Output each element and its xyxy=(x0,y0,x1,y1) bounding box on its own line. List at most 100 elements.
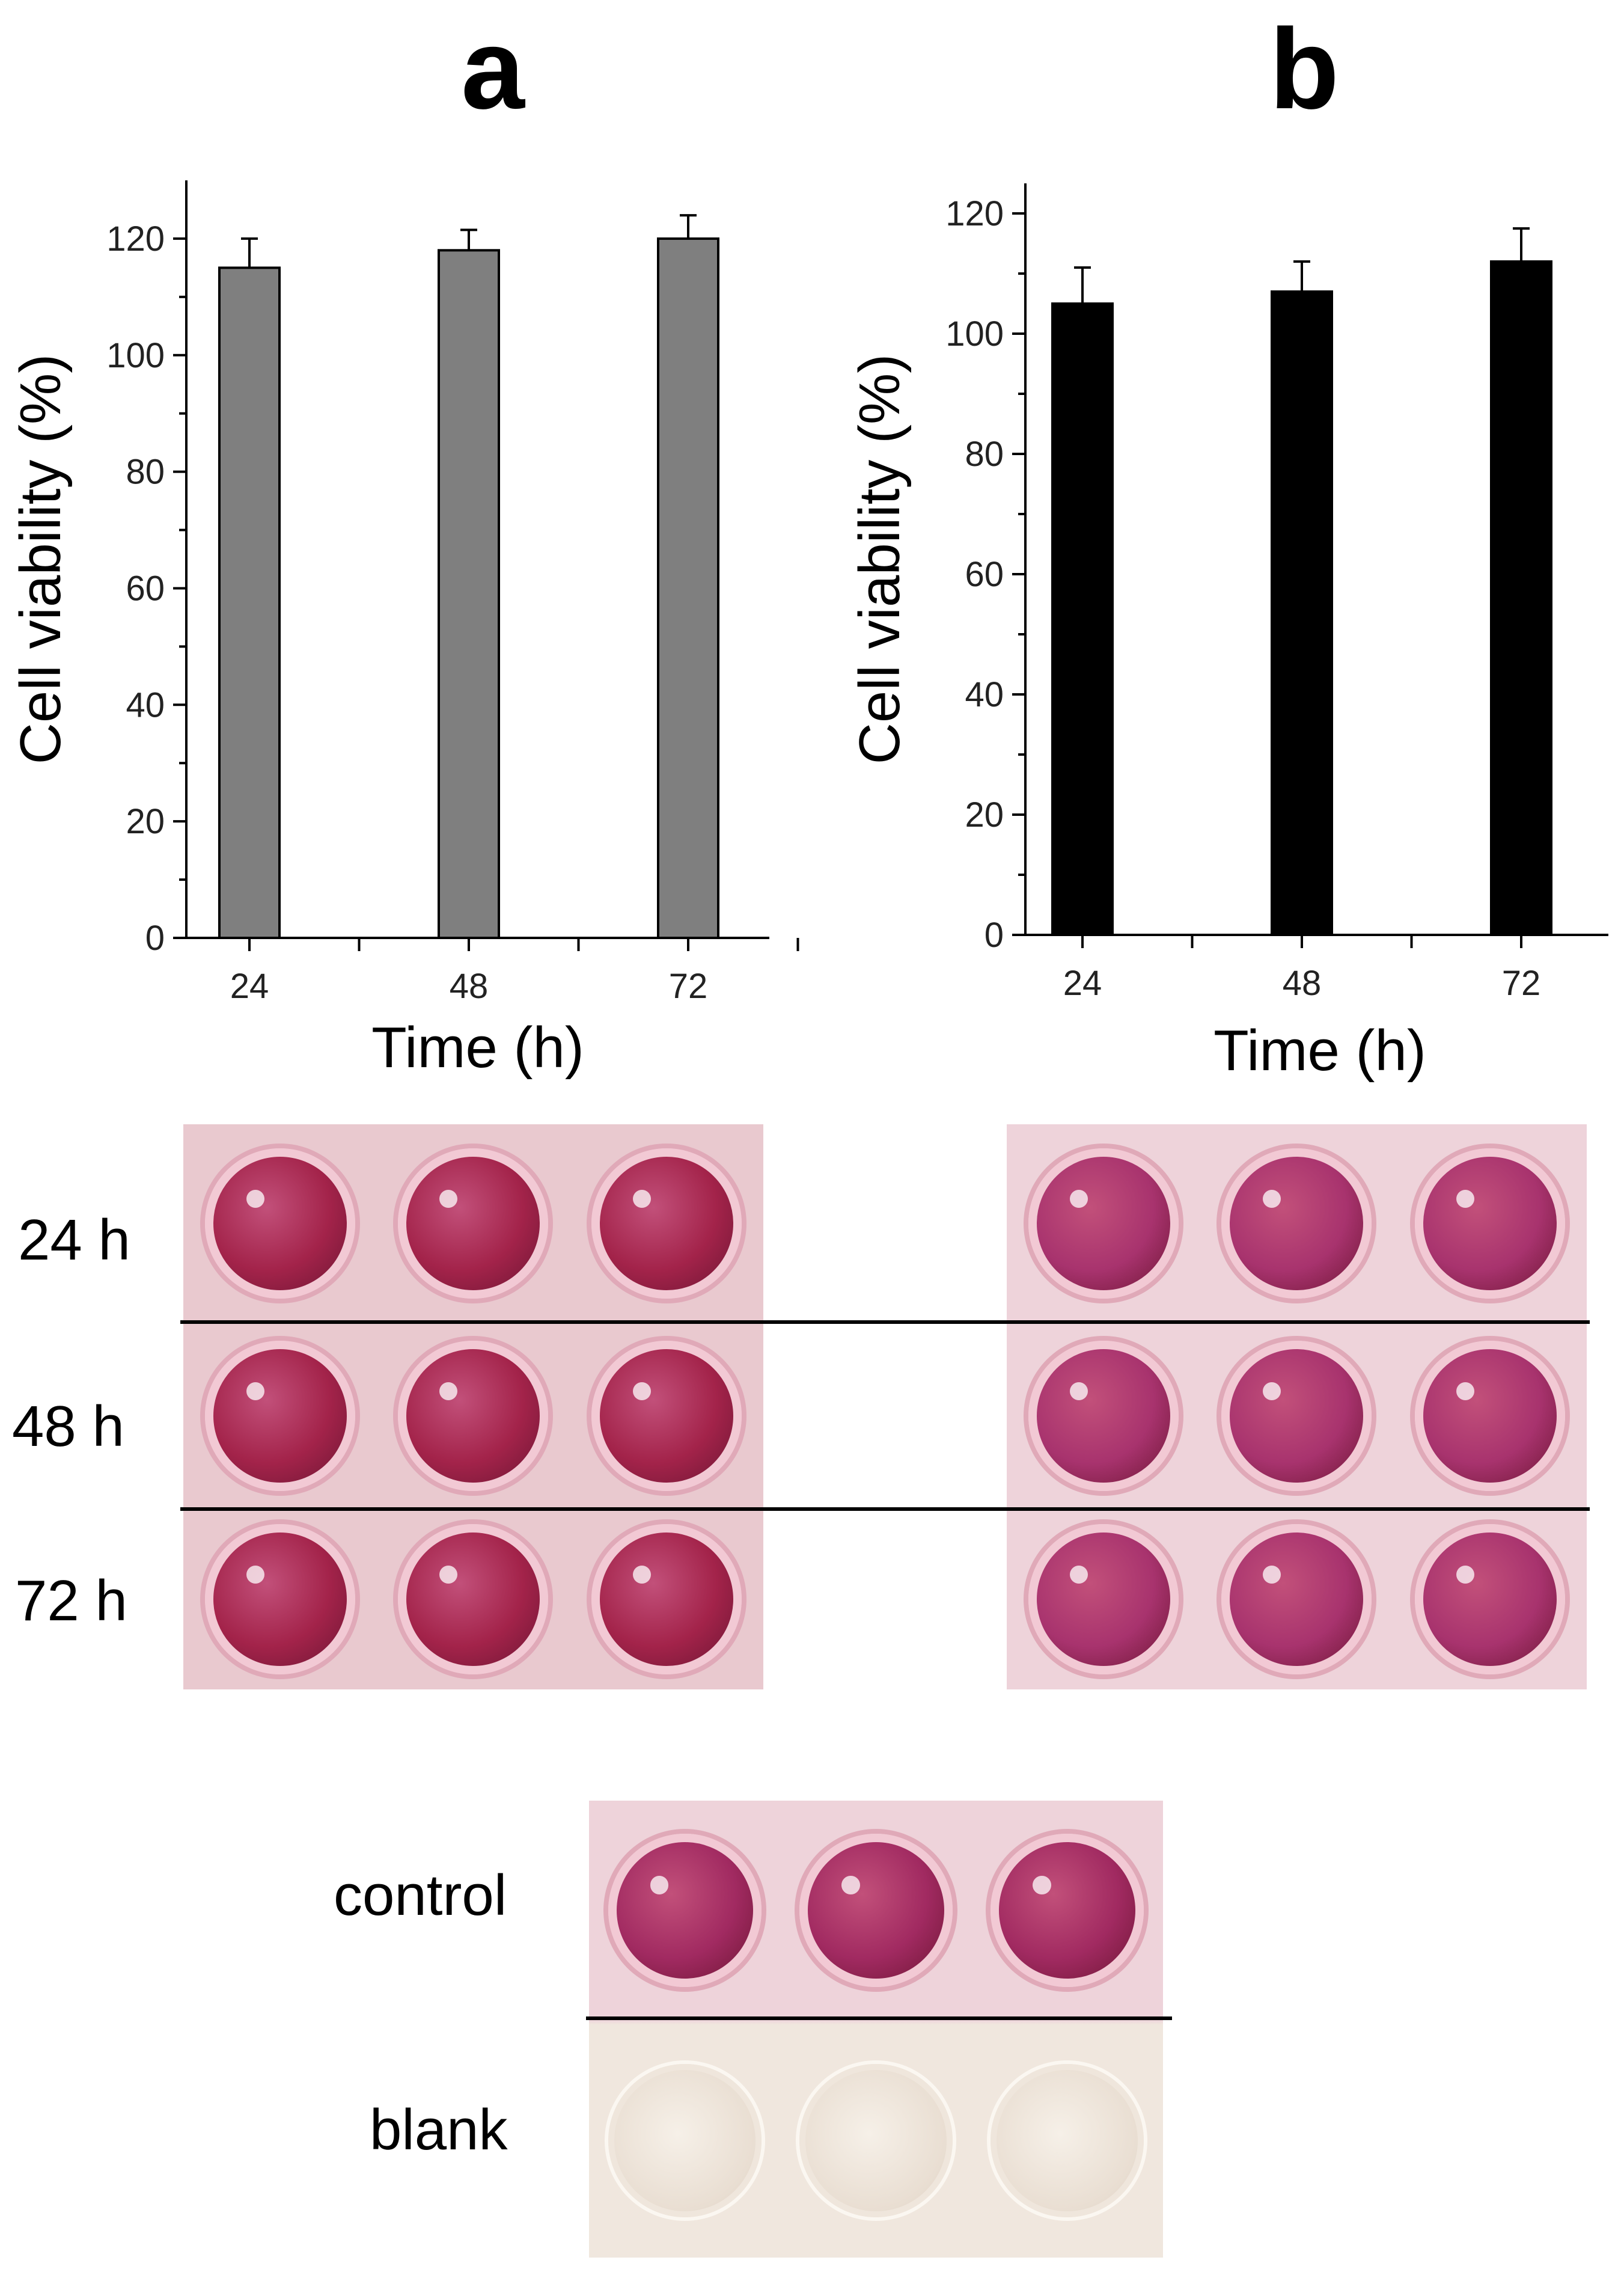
well xyxy=(1028,1524,1179,1674)
well-row-blank xyxy=(589,2023,1163,2258)
well-glint xyxy=(439,1566,458,1584)
divider-line xyxy=(180,1507,1590,1511)
well xyxy=(1221,1148,1372,1299)
well-plate-b xyxy=(1007,1124,1587,1689)
y-tick-label: 60 xyxy=(126,569,165,608)
well xyxy=(1221,1341,1372,1491)
panel-a-label: a xyxy=(461,5,525,133)
x-axis-title: Time (h) xyxy=(371,1015,584,1080)
well xyxy=(204,1148,355,1299)
x-tick-label: 24 xyxy=(230,967,269,1006)
well-glint xyxy=(439,1190,458,1208)
well-row-control xyxy=(589,1801,1163,2020)
well xyxy=(608,2063,762,2217)
well xyxy=(398,1524,549,1674)
y-axis-title: Cell viability (%) xyxy=(847,354,912,765)
x-ticks: 24 48 72 xyxy=(1063,935,1541,1003)
divider-line xyxy=(180,1320,1590,1324)
bars xyxy=(1051,227,1552,936)
y-tick-label: 100 xyxy=(106,336,165,375)
well xyxy=(799,2063,953,2217)
well-row-72h xyxy=(183,1509,763,1689)
well-glint xyxy=(1069,1566,1088,1584)
well-row-48h xyxy=(183,1323,763,1509)
well-row-24h xyxy=(1007,1124,1587,1323)
well xyxy=(1415,1524,1566,1674)
x-tick-label: 72 xyxy=(1502,964,1541,1003)
x-tick-label: 48 xyxy=(450,967,489,1006)
y-tick-label: 0 xyxy=(145,919,165,958)
control-label: control xyxy=(334,1863,507,1928)
chart-b: 0 20 40 60 80 100 120 24 48 72 Time (h) Cell via… xyxy=(847,183,1608,1083)
well-glint xyxy=(633,1190,652,1208)
y-tick-label: 40 xyxy=(965,675,1004,714)
well xyxy=(204,1341,355,1491)
well xyxy=(398,1341,549,1491)
well xyxy=(608,1834,762,1987)
bar-72 xyxy=(1490,260,1552,936)
well-glint xyxy=(633,1382,652,1400)
y-tick-label: 120 xyxy=(945,194,1004,233)
well xyxy=(591,1524,742,1674)
y-tick-label: 40 xyxy=(126,685,165,724)
x-ticks: 24 48 72 xyxy=(230,938,799,1006)
bar-24 xyxy=(218,266,281,939)
well-glint xyxy=(1456,1190,1475,1208)
well xyxy=(991,1834,1144,1987)
y-tick-label: 120 xyxy=(106,219,165,259)
well xyxy=(799,1834,953,1987)
well xyxy=(204,1524,355,1674)
row-label-72h: 72 h xyxy=(15,1569,127,1633)
bars xyxy=(218,214,719,939)
x-tick-label: 24 xyxy=(1063,964,1102,1003)
bar-24 xyxy=(1051,302,1114,936)
well xyxy=(1415,1341,1566,1491)
bar-48 xyxy=(1271,290,1333,936)
well xyxy=(591,1341,742,1491)
well-glint xyxy=(246,1190,264,1208)
well-glint xyxy=(439,1382,458,1400)
well-plate-a xyxy=(183,1124,763,1689)
panel-b-label: b xyxy=(1269,5,1340,133)
y-tick-label: 20 xyxy=(965,795,1004,834)
y-tick-label: 100 xyxy=(945,314,1004,354)
well-glint xyxy=(1263,1382,1281,1400)
well-glint xyxy=(1456,1566,1475,1584)
well-glint xyxy=(633,1566,652,1584)
well-glint xyxy=(1456,1382,1475,1400)
well-glint xyxy=(1033,1876,1051,1894)
y-tick-label: 80 xyxy=(965,435,1004,474)
well xyxy=(1415,1148,1566,1299)
divider-line xyxy=(586,2016,1172,2020)
well-row-48h xyxy=(1007,1323,1587,1509)
row-label-48h: 48 h xyxy=(12,1394,124,1459)
well-glint xyxy=(1069,1190,1088,1208)
y-axis-title: Cell viability (%) xyxy=(8,354,73,765)
well-glint xyxy=(1263,1190,1281,1208)
well xyxy=(1221,1524,1372,1674)
well-glint xyxy=(1069,1382,1088,1400)
bar-48 xyxy=(438,249,500,939)
x-tick-label: 48 xyxy=(1283,964,1322,1003)
y-tick-label: 80 xyxy=(126,453,165,492)
bar-72 xyxy=(657,237,719,939)
well-row-24h xyxy=(183,1124,763,1323)
x-axis-title: Time (h) xyxy=(1213,1018,1426,1083)
x-tick-label: 72 xyxy=(669,967,708,1006)
well-row-72h xyxy=(1007,1509,1587,1689)
y-tick-label: 20 xyxy=(126,802,165,841)
y-tick-label: 60 xyxy=(965,555,1004,594)
well-glint xyxy=(246,1382,264,1400)
well xyxy=(1028,1148,1179,1299)
y-ticks: 0 20 40 60 80 100 120 xyxy=(106,219,186,958)
well xyxy=(1028,1341,1179,1491)
well-plate-control-blank xyxy=(589,1801,1163,2258)
y-tick-label: 0 xyxy=(984,916,1004,955)
well-glint xyxy=(650,1876,669,1894)
blank-label: blank xyxy=(370,2098,508,2162)
y-ticks: 0 20 40 60 80 100 120 xyxy=(945,194,1025,955)
well-glint xyxy=(246,1566,264,1584)
well-glint xyxy=(1263,1566,1281,1584)
row-label-24h: 24 h xyxy=(18,1208,130,1272)
